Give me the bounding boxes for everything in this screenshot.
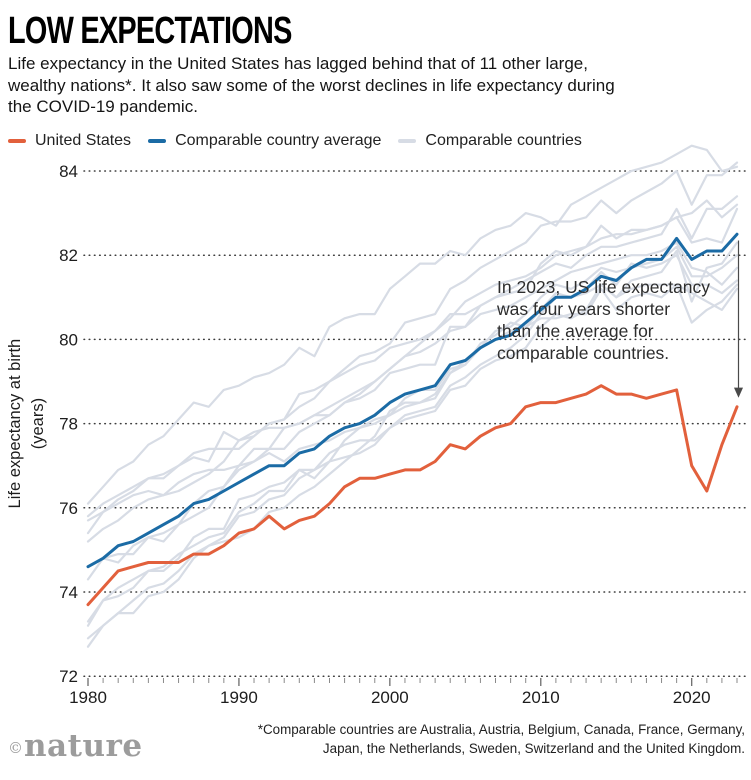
y-axis-tick-label: 74 xyxy=(59,583,78,602)
footnote-line-2: Japan, the Netherlands, Sweden, Switzerl… xyxy=(322,740,745,756)
chart-subtitle: Life expectancy in the United States has… xyxy=(8,54,615,117)
us-line-swatch-icon xyxy=(8,139,26,143)
annotation-line-3: than the average for xyxy=(497,321,654,341)
series-line-sweden xyxy=(86,195,739,518)
footnote-line-1: *Comparable countries are Australia, Aus… xyxy=(257,722,745,737)
x-axis-tick-label: 1980 xyxy=(69,688,107,707)
countries-line-swatch-icon xyxy=(398,139,417,143)
series-line-japan xyxy=(86,144,739,505)
life-expectancy-chart-canvas: 72 74 76 78 80 82 84 1980 1990 2000 2010 2020 Life e… xyxy=(6,144,749,707)
x-axis-tick-label: 1990 xyxy=(220,688,258,707)
y-axis-title: Life expectancy at birth xyxy=(6,339,24,509)
y-axis-tick-label: 84 xyxy=(59,162,78,181)
y-axis-tick-label: 76 xyxy=(59,499,78,518)
legend-label: United States xyxy=(35,132,132,149)
x-axis-tick-label: 2000 xyxy=(371,688,409,707)
x-axis-tick-label: 2010 xyxy=(522,688,560,707)
series-line-austria xyxy=(86,254,739,648)
series-line-comparable-country-average xyxy=(86,232,739,569)
y-axis-title-units: (years) xyxy=(29,398,47,449)
series-line-canada xyxy=(86,241,739,543)
line-chart: 72 74 76 78 80 82 84 1980 1990 2000 2010 2020 Life e… xyxy=(0,144,751,714)
legend-label: Comparable country average xyxy=(175,132,382,149)
y-axis-tick-label: 78 xyxy=(59,415,78,434)
nature-logo: © nature xyxy=(8,731,143,762)
y-axis-tick-label: 82 xyxy=(59,246,78,265)
legend-item-comparable-countries: Comparable countries xyxy=(398,132,582,150)
series-line-united-states xyxy=(86,384,739,607)
y-axis-tick-label: 72 xyxy=(59,667,78,686)
series-line-switzerland xyxy=(86,161,739,535)
average-line-swatch-icon xyxy=(148,139,167,143)
copyright-icon: © xyxy=(8,739,23,757)
series-line-australia xyxy=(86,199,739,568)
page-title: LOW EXPECTATIONS xyxy=(8,10,292,52)
annotation-line-4: comparable countries. xyxy=(497,343,669,363)
annotation-arrowhead-icon xyxy=(733,387,744,398)
annotation-line-2: was four years shorter xyxy=(496,299,670,319)
series-line-belgium xyxy=(86,241,739,623)
x-axis-tick-label: 2020 xyxy=(673,688,711,707)
chart-footnote: *Comparable countries are Australia, Aus… xyxy=(258,721,745,758)
legend-label: Comparable countries xyxy=(425,132,582,149)
nature-logo-text: nature xyxy=(24,728,143,764)
chart-legend: United States Comparable country average… xyxy=(8,132,582,150)
y-axis-tick-label: 80 xyxy=(59,330,78,349)
annotation-line-1: In 2023, US life expectancy xyxy=(497,277,710,297)
legend-item-comparable-average: Comparable country average xyxy=(148,132,381,150)
legend-item-united-states: United States xyxy=(8,132,131,150)
series-line-united-kingdom xyxy=(86,283,739,627)
